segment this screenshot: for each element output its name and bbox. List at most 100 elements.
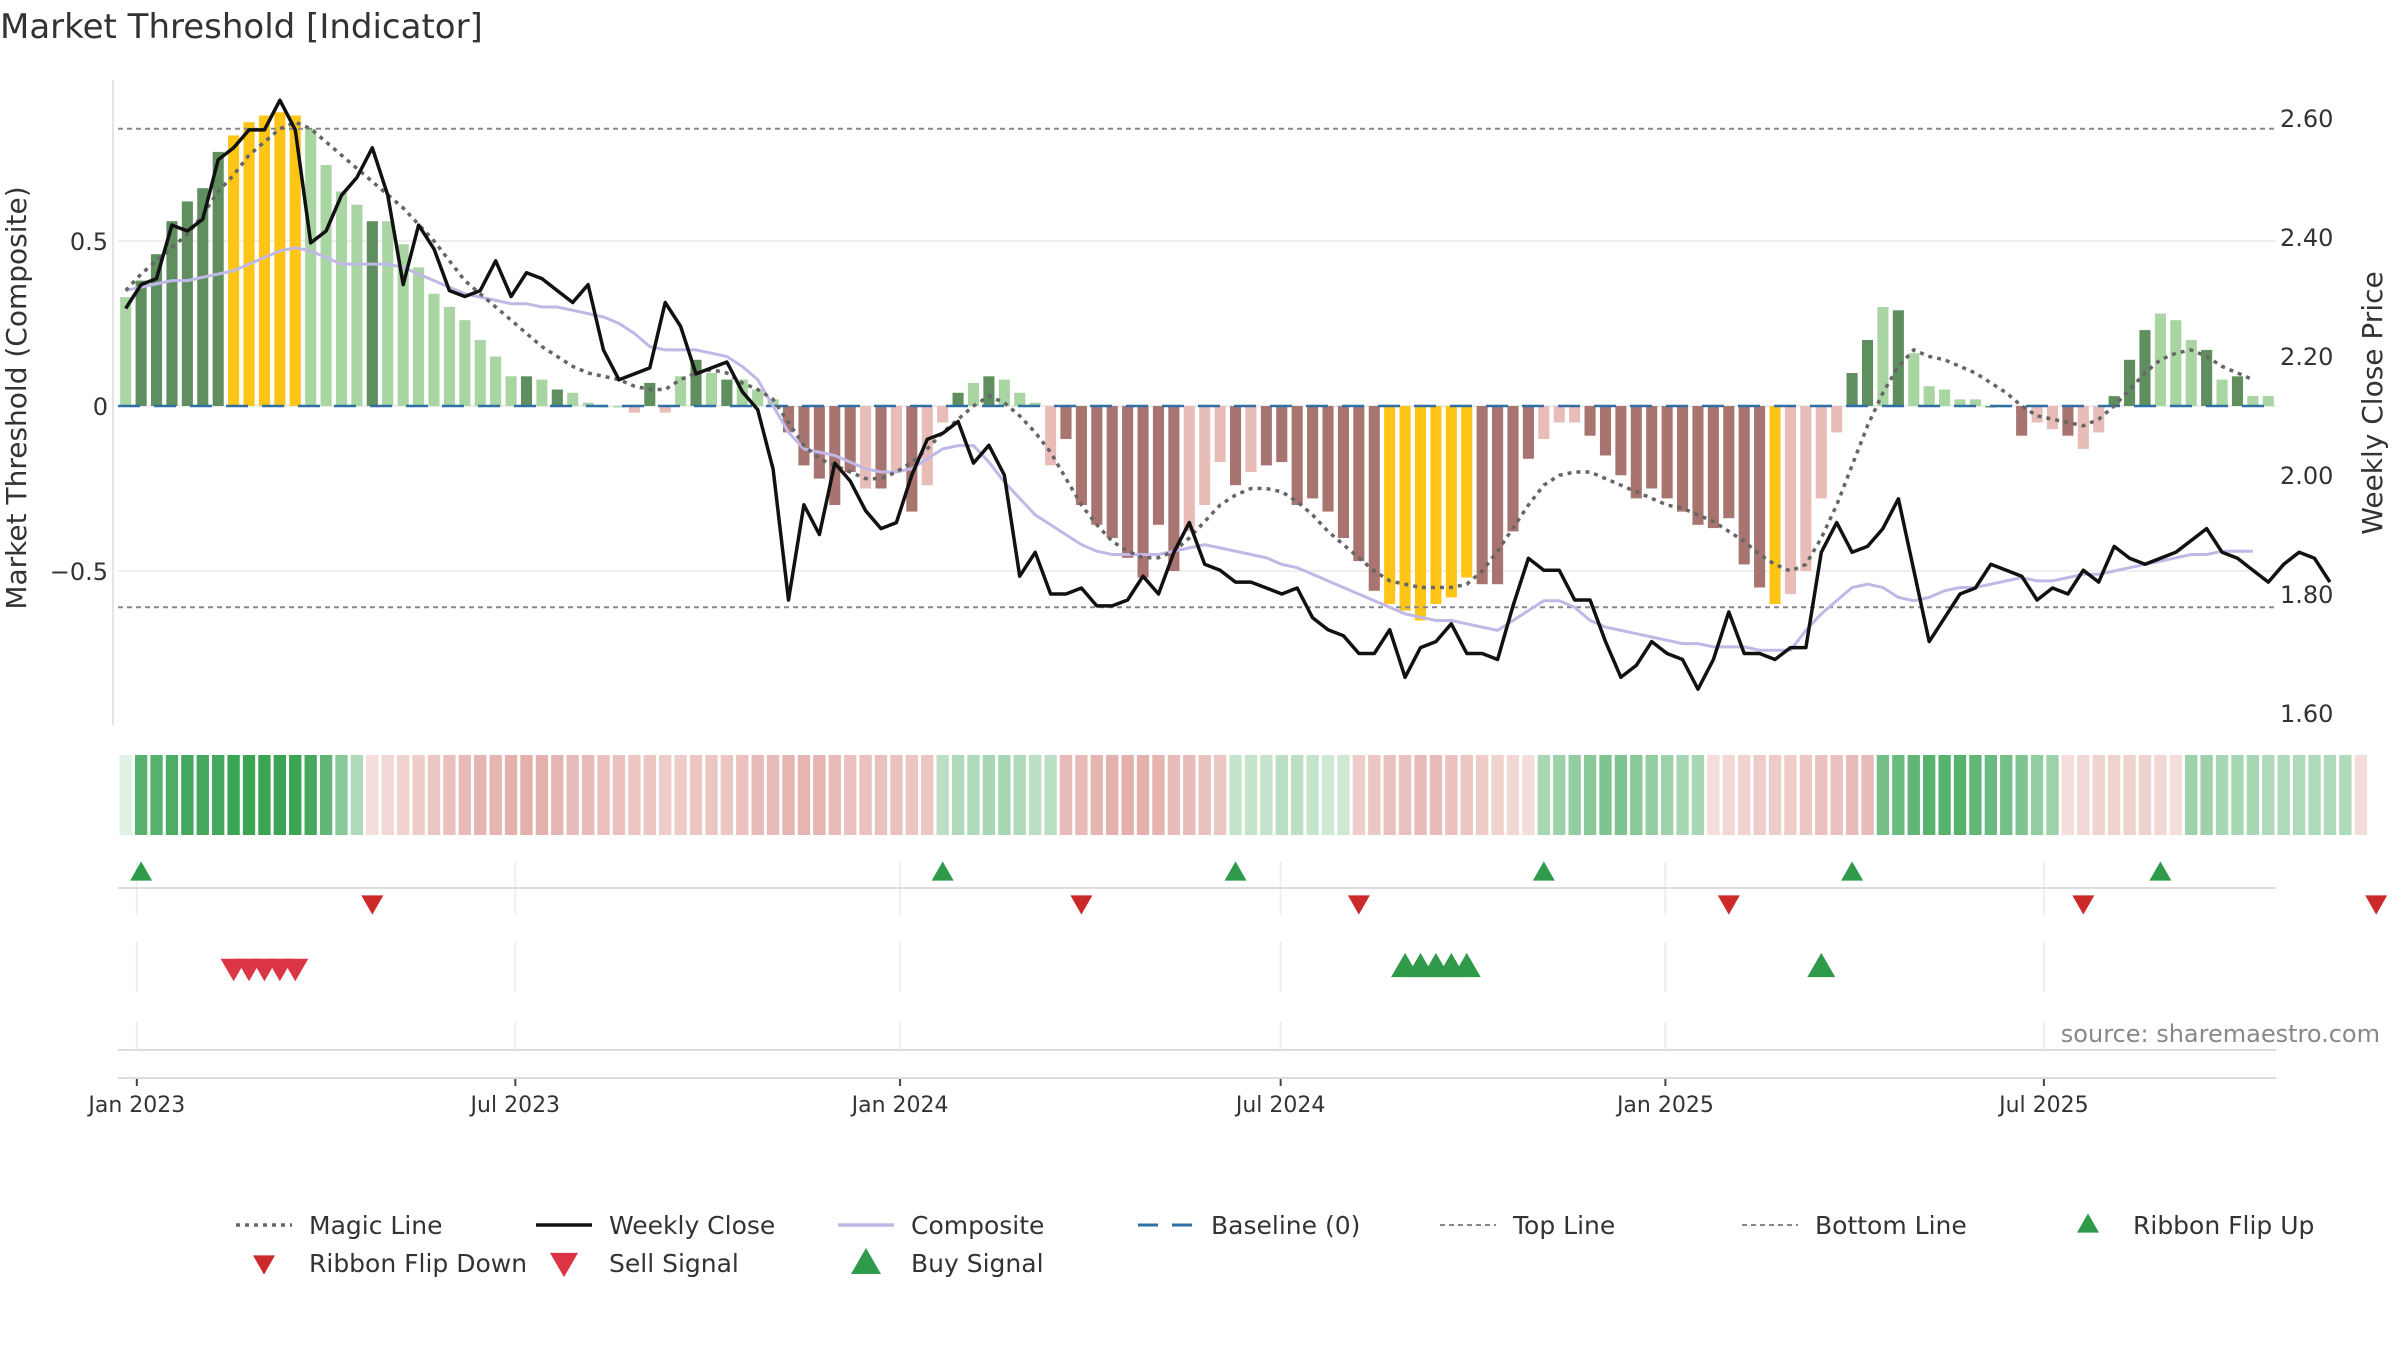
ribbon-cell xyxy=(2000,755,2013,835)
composite-bar xyxy=(2016,406,2028,436)
composite-bar xyxy=(2108,396,2120,406)
ribbon-cell xyxy=(2123,755,2136,835)
buy-signal-marker xyxy=(1807,952,1836,978)
ribbon-cell xyxy=(2246,755,2260,835)
composite-bar xyxy=(1599,406,1612,456)
ribbon-cell xyxy=(859,755,872,835)
right-tick-label: 2.20 xyxy=(2280,343,2333,371)
ribbon-cell xyxy=(1229,755,1242,835)
x-tick-label: Jan 2024 xyxy=(850,1093,949,1118)
composite-bar xyxy=(921,406,933,486)
composite-bar xyxy=(1307,406,1319,499)
composite-bar xyxy=(1784,406,1796,595)
ribbon-cell xyxy=(2308,755,2321,835)
composite-bar xyxy=(490,356,502,406)
ribbon-cell xyxy=(1075,755,1088,835)
ribbon-flip-down-marker xyxy=(2365,895,2388,915)
ribbon-cell xyxy=(2092,755,2105,835)
composite-bar xyxy=(120,297,132,406)
ribbon-cell xyxy=(2015,755,2028,835)
ribbon-cell xyxy=(2154,755,2167,835)
composite-bar xyxy=(1430,406,1442,604)
ribbon-cell xyxy=(1583,755,1597,835)
signal-panels xyxy=(118,861,2388,1079)
composite-bar xyxy=(1908,353,1920,406)
ribbon-cell xyxy=(212,755,225,835)
composite-bar xyxy=(274,112,286,407)
ribbon-cell xyxy=(1398,755,1412,835)
composite-bar xyxy=(1630,406,1642,499)
composite-bar xyxy=(1677,406,1689,512)
composite-bar xyxy=(952,392,964,406)
legend-swatch-buy xyxy=(851,1247,881,1275)
ribbon-cell xyxy=(1830,755,1843,835)
ribbon-cell xyxy=(628,755,641,835)
ribbon-cell xyxy=(2262,755,2275,835)
ribbon-cell xyxy=(1152,755,1165,835)
ribbon-flip-up-marker xyxy=(2149,861,2172,881)
ribbon-cell xyxy=(504,755,518,835)
composite-bar xyxy=(1769,406,1781,604)
ribbon-cell xyxy=(458,755,471,835)
left-axis-label: Market Threshold (Composite) xyxy=(0,186,33,609)
ribbon-cell xyxy=(2231,755,2244,835)
ribbon-cell xyxy=(782,755,795,835)
composite-bar xyxy=(1029,402,1041,406)
ribbon-cell xyxy=(1938,755,1951,835)
composite-bar xyxy=(397,244,409,406)
ribbon-flip-up-marker xyxy=(1841,861,1864,881)
sell-signal-marker xyxy=(282,958,309,982)
composite-bar xyxy=(1353,406,1365,562)
legend-label: Sell Signal xyxy=(609,1249,739,1278)
ribbon-cell xyxy=(1707,755,1720,835)
ribbon-cell xyxy=(1876,755,1890,835)
x-tick-label: Jan 2023 xyxy=(86,1093,185,1118)
ribbon-cell xyxy=(844,755,857,835)
ribbon-cell xyxy=(1691,755,1705,835)
legend-label: Top Line xyxy=(1512,1211,1615,1240)
composite-bar xyxy=(212,151,224,406)
composite-bar xyxy=(1276,406,1288,463)
ribbon-cell xyxy=(1676,755,1689,835)
ribbon-cell xyxy=(2061,755,2075,835)
ribbon-cell xyxy=(967,755,980,835)
ribbon-cell xyxy=(551,755,564,835)
ribbon-cell xyxy=(674,755,687,835)
ribbon-cell xyxy=(1368,755,1381,835)
ribbon-cell xyxy=(2354,755,2367,835)
legend-label: Weekly Close xyxy=(609,1211,775,1240)
ribbon-cell xyxy=(1861,755,1874,835)
ribbon-cell xyxy=(1460,755,1473,835)
right-tick-label: 2.60 xyxy=(2280,105,2333,133)
composite-bar xyxy=(413,267,425,406)
ribbon-cell xyxy=(1984,755,1998,835)
composite-bar xyxy=(967,382,980,406)
composite-bar xyxy=(983,376,995,406)
composite-bar xyxy=(2247,396,2259,406)
composite-bar xyxy=(860,406,872,489)
ribbon-cell xyxy=(1568,755,1581,835)
grid-layer xyxy=(118,240,2276,572)
composite-bar xyxy=(567,392,579,406)
legend-swatch-flip-up xyxy=(2077,1213,2099,1233)
ribbon-cell xyxy=(2169,755,2182,835)
composite-bar xyxy=(1014,392,1026,406)
ribbon-cell xyxy=(1645,755,1658,835)
ribbon-cell xyxy=(581,755,595,835)
composite-bar xyxy=(1569,406,1581,423)
ribbon-cell xyxy=(520,755,533,835)
ribbon-cell xyxy=(736,755,749,835)
ribbon-cell xyxy=(1738,755,1751,835)
right-tick-label: 1.60 xyxy=(2280,700,2333,728)
composite-bar xyxy=(690,359,702,406)
ribbon-cell xyxy=(1183,755,1196,835)
composite-bar xyxy=(1152,406,1165,525)
ribbon-cell xyxy=(181,755,194,835)
composite-bar xyxy=(520,376,533,406)
ribbon-cell xyxy=(921,755,934,835)
ribbon-cell xyxy=(2077,755,2090,835)
ribbon-cell xyxy=(874,755,888,835)
ribbon-cell xyxy=(2046,755,2059,835)
lines-layer xyxy=(118,98,2332,691)
ribbon-cell xyxy=(273,755,287,835)
